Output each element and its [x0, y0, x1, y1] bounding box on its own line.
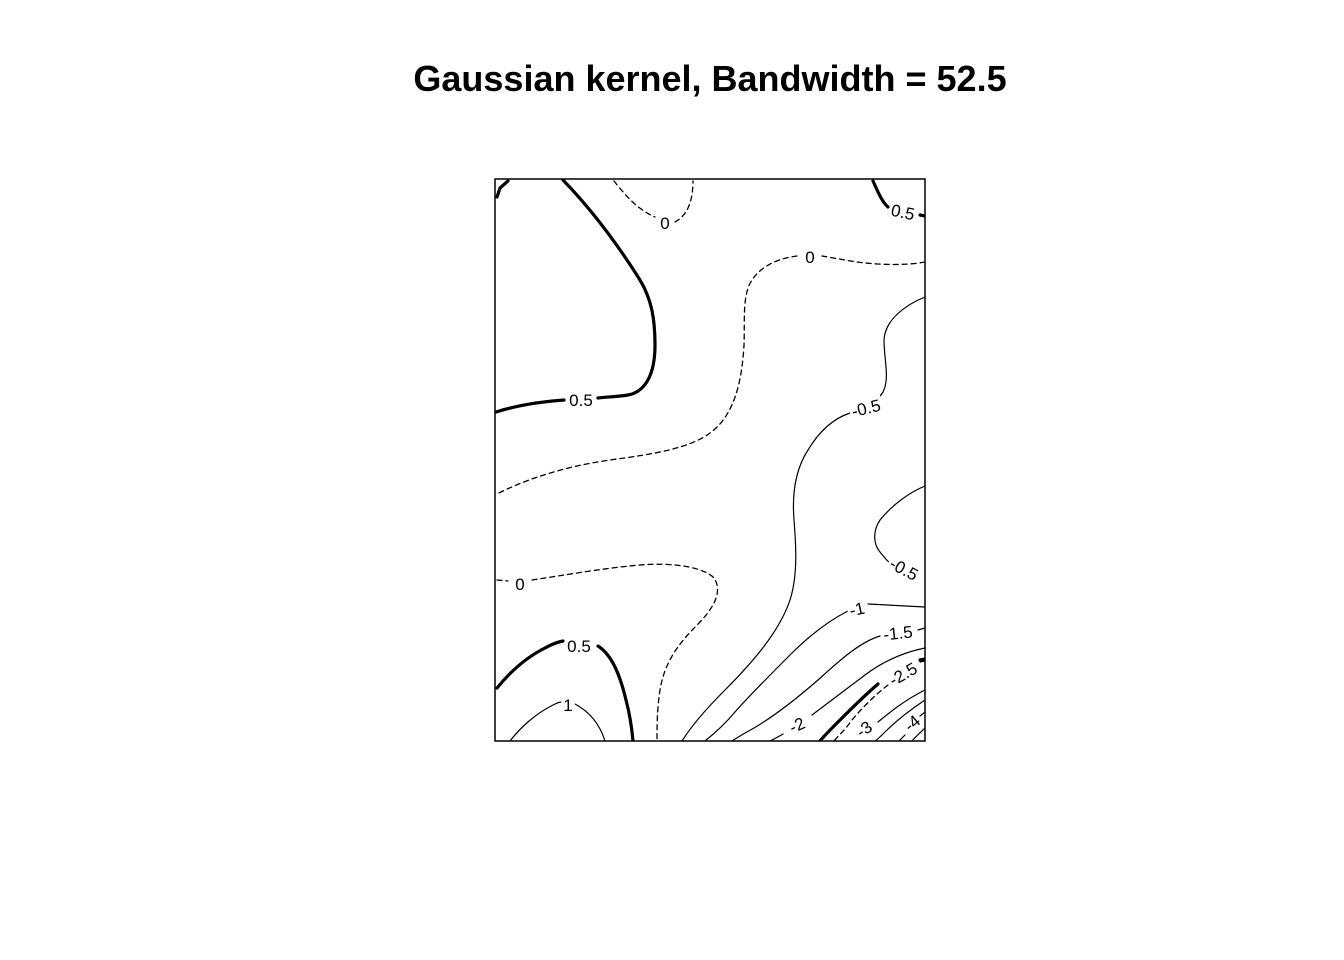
contour-line-0.5-upper-left-tail	[495, 398, 566, 414]
contour-label: 1	[563, 696, 572, 715]
contour-label: -0.5	[850, 396, 883, 422]
contour-label: 0.5	[889, 201, 916, 224]
label-halo	[565, 637, 593, 656]
contour-label: -1.5	[882, 623, 913, 645]
contour-line-neg3.5	[874, 699, 925, 741]
label-halo	[513, 575, 527, 594]
label-halo	[880, 622, 916, 645]
contour-line-0.5-lower-left	[495, 639, 565, 690]
contour-line-neg4	[919, 711, 925, 717]
contour-line-neg2.5	[919, 660, 925, 663]
contour-line-0-top-center-tail	[674, 180, 694, 223]
contour-line-neg0.5-right-loop	[874, 485, 925, 564]
label-halo	[845, 598, 869, 621]
contour-label: 0.5	[567, 637, 591, 656]
contour-line-neg2.5-main	[833, 684, 889, 741]
contour-line-0-upper-right	[821, 255, 925, 266]
label-halo	[884, 657, 923, 691]
contour-line-neg2-tail	[769, 733, 784, 741]
contour-label: -3	[853, 717, 876, 741]
contour-label: 0	[805, 248, 814, 267]
label-halo	[658, 214, 672, 233]
contour-label: 0	[515, 575, 524, 594]
label-halo	[898, 709, 926, 737]
label-halo	[851, 716, 878, 743]
contour-line-0.5-top-right	[871, 179, 890, 209]
contour-line-1-bottom-left	[509, 701, 562, 741]
contour-line-neg2	[811, 647, 925, 716]
label-halo	[847, 395, 885, 422]
contour-line-0-top-center	[613, 180, 656, 218]
contour-line-0.5-lower-left-tail	[596, 644, 635, 741]
contour-label: 0.5	[569, 391, 593, 410]
contour-line-neg0.5-center	[681, 412, 851, 741]
contour-line-neg3-right	[918, 657, 925, 662]
plot-frame	[494, 178, 926, 742]
contour-line-neg3-lower	[877, 689, 925, 723]
contour-line-neg1	[867, 603, 925, 608]
contour-line-0.5-upper-left	[561, 179, 657, 400]
label-halo	[567, 391, 595, 410]
label-halo	[803, 248, 817, 267]
label-halo	[784, 712, 810, 739]
contour-line-neg1.5-main	[731, 635, 881, 741]
contour-labels: 0.5 0 0.5 0 -0.5 -0.5 0 0.5 1 -1 -1.5 -2…	[515, 201, 924, 742]
label-halo	[887, 200, 919, 225]
contour-label: -2	[786, 714, 808, 738]
contour-line-neg4.5	[911, 727, 925, 741]
contour-line-1-bottom-left-tail	[574, 703, 606, 741]
label-halo	[884, 553, 923, 586]
chart-title: Gaussian kernel, Bandwidth = 52.5	[413, 58, 1007, 99]
contour-lines	[495, 179, 925, 741]
contour-line-0-lower-left-main	[531, 563, 719, 741]
contour-label: -1	[848, 599, 867, 621]
contour-label-halos	[513, 200, 926, 743]
title-container: Gaussian kernel, Bandwidth = 52.5	[0, 58, 1344, 100]
contour-line-neg3	[818, 682, 880, 741]
contour-line-0-lower-left	[496, 579, 509, 582]
contour-line-0.5-top-left-corner	[495, 179, 510, 199]
contour-label: 0	[660, 214, 669, 233]
contour-line-0.5-top-right-tail	[918, 213, 925, 218]
contour-line-0-middle	[496, 255, 798, 495]
contour-line-neg4-lower	[898, 734, 906, 741]
contour-line-neg0.5-upper-right	[864, 296, 925, 406]
label-halo	[561, 696, 575, 715]
contour-line-neg1.5	[917, 627, 925, 631]
contour-line-neg1-main	[704, 610, 849, 741]
